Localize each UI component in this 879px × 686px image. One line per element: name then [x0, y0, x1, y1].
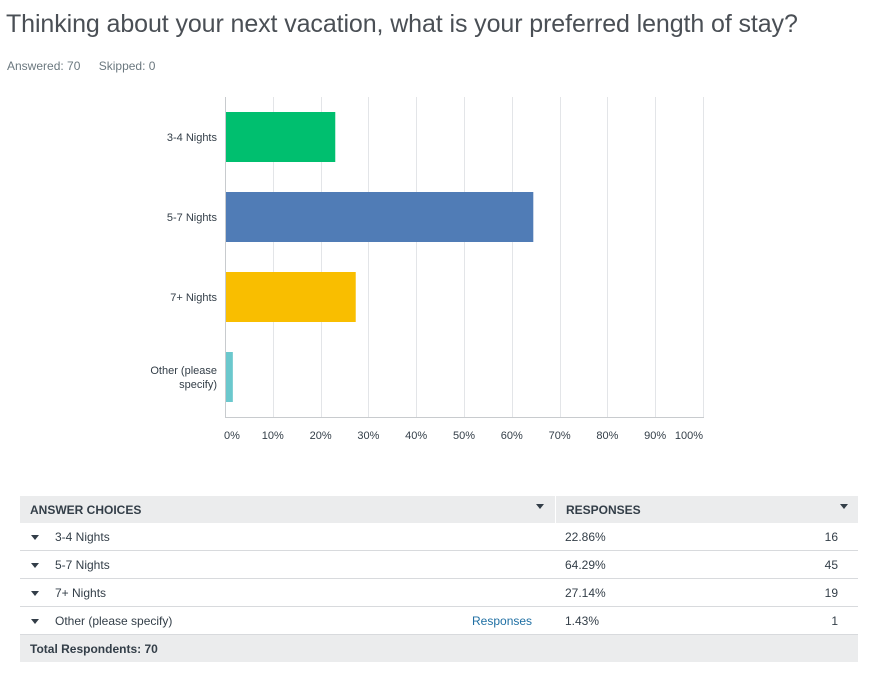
x-tick-label: 60%: [501, 430, 523, 442]
answer-table: ANSWER CHOICES RESPONSES 3-4 Nights 22.8…: [20, 496, 858, 662]
response-percent: 64.29%: [565, 558, 606, 572]
expand-row-icon[interactable]: [31, 619, 39, 624]
sort-responses-icon[interactable]: [840, 504, 848, 509]
responses-link[interactable]: Responses: [472, 614, 533, 628]
x-tick-label: 0%: [224, 430, 240, 442]
x-tick-label: 100%: [675, 430, 703, 442]
category-label: Other (please: [150, 365, 217, 377]
choice-label: 5-7 Nights: [55, 558, 110, 572]
response-percent: 1.43%: [565, 614, 600, 628]
expand-row-icon[interactable]: [31, 563, 39, 568]
header-divider: [555, 496, 556, 523]
choice-label: 7+ Nights: [55, 586, 107, 600]
x-tick-label: 10%: [262, 430, 284, 442]
response-percent: 22.86%: [565, 530, 606, 544]
answer-choices-header[interactable]: ANSWER CHOICES: [30, 503, 142, 517]
category-label: 3-4 Nights: [167, 132, 218, 144]
table-row: 5-7 Nights 64.29% 45: [20, 551, 858, 579]
x-tick-label: 50%: [453, 430, 475, 442]
choice-label: 3-4 Nights: [55, 530, 110, 544]
table-row: 7+ Nights 27.14% 19: [20, 579, 858, 607]
x-tick-label: 40%: [405, 430, 427, 442]
skipped-count: Skipped: 0: [98, 59, 156, 73]
table-header: ANSWER CHOICES RESPONSES: [20, 496, 858, 523]
response-stats: Answered: 70 Skipped: 0: [7, 59, 170, 73]
bar: [226, 272, 356, 322]
total-respondents: Total Respondents: 70: [30, 642, 158, 656]
response-count: 45: [824, 558, 838, 572]
category-label: 5-7 Nights: [167, 212, 218, 224]
choice-label: Other (please specify): [55, 614, 173, 628]
response-count: 1: [831, 614, 838, 628]
x-tick-label: 80%: [596, 430, 618, 442]
response-count: 19: [824, 586, 838, 600]
table-footer: Total Respondents: 70: [20, 635, 858, 662]
x-tick-label: 30%: [357, 430, 379, 442]
bar: [226, 192, 534, 242]
category-label: specify): [179, 379, 217, 391]
x-tick-label: 90%: [644, 430, 666, 442]
bar: [226, 352, 233, 402]
responses-header[interactable]: RESPONSES: [566, 503, 641, 517]
category-label: 7+ Nights: [170, 292, 217, 304]
response-count: 16: [824, 530, 838, 544]
table-row: Other (please specify) Responses 1.43% 1: [20, 607, 858, 635]
answered-count: Answered: 70: [7, 59, 81, 73]
question-title: Thinking about your next vacation, what …: [6, 10, 798, 38]
expand-row-icon[interactable]: [31, 535, 39, 540]
bar: [226, 112, 336, 162]
x-tick-label: 20%: [310, 430, 332, 442]
expand-row-icon[interactable]: [31, 591, 39, 596]
bar-chart: 0% 10% 20% 30% 40% 50% 60% 70% 80% 90% 100% 3-4 Nig…: [150, 97, 704, 442]
response-percent: 27.14%: [565, 586, 606, 600]
x-tick-label: 70%: [549, 430, 571, 442]
sort-choices-icon[interactable]: [536, 504, 544, 509]
table-row: 3-4 Nights 22.86% 16: [20, 523, 858, 551]
